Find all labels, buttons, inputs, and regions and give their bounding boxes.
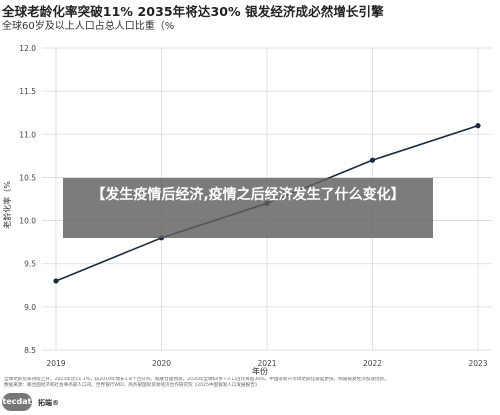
logo-badge: tecdat: [2, 393, 32, 411]
y-tick-label: 11.5: [19, 87, 36, 96]
overlay-banner: 【发生疫情后经济,疫情之后经济发生了什么变化】: [63, 178, 433, 238]
y-tick-label: 10.5: [19, 173, 36, 182]
y-axis-ticks: 8.5 9.0 9.5 10.0 10.5 11.0 11.5 12.0: [19, 44, 36, 355]
data-point: [53, 278, 59, 284]
x-tick-label: 2023: [468, 359, 487, 368]
y-tick-label: 8.5: [24, 346, 36, 355]
x-tick-label: 2019: [46, 359, 65, 368]
y-tick-label: 12.0: [19, 44, 36, 53]
x-axis-ticks: 2019 2020 2021 2022 2023: [46, 359, 487, 368]
data-point: [369, 157, 376, 163]
y-tick-label: 10.0: [19, 217, 36, 226]
y-tick-label: 9.0: [24, 303, 36, 312]
headline: 全球老龄化率突破11% 2035年将达30% 银发经济成必然增长引擎: [2, 4, 384, 19]
y-tick-label: 9.5: [24, 260, 36, 269]
x-tick-label: 2020: [152, 359, 171, 368]
x-tick-label: 2022: [363, 359, 382, 368]
footnote-line: 数据来源：联合国经济和社会事务部人口司、世界银行WDI、商务部国际贸易经济合作研…: [4, 383, 260, 388]
footnote: 全球老龄化率持续上升，2023年达11.1%，较2019年增长1.8个百分点。据…: [4, 377, 496, 389]
data-point: [475, 123, 481, 129]
chart-title: 全球60岁及以上人口占总人口比重（%: [2, 21, 175, 32]
brand-name: 拓端®: [38, 399, 59, 407]
footnote-line: 全球老龄化率持续上升，2023年达11.1%，较2019年增长1.8个百分点。据…: [4, 377, 389, 382]
x-tick-label: 2021: [257, 359, 276, 368]
x-axis-label: 年份: [252, 366, 268, 376]
y-tick-label: 11.0: [19, 130, 36, 139]
y-axis-label: 老龄化率（%: [2, 181, 12, 229]
